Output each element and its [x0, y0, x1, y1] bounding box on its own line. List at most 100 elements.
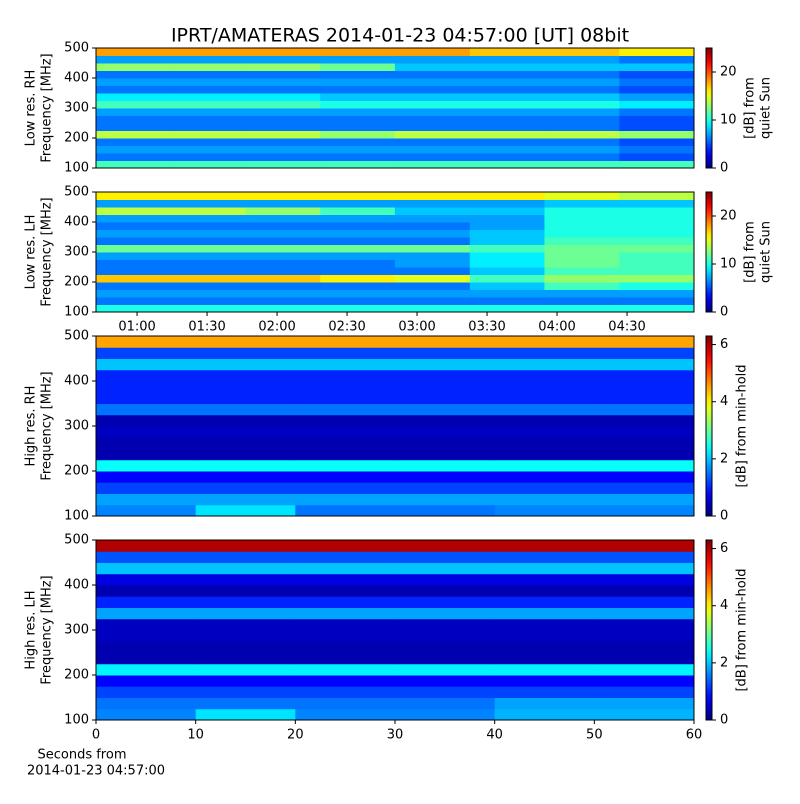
- heatmap-cell: [245, 222, 321, 230]
- heatmap-cell: [195, 551, 296, 563]
- heatmap-cell: [469, 85, 545, 94]
- heatmap-cell: [594, 493, 695, 506]
- heatmap-cell: [619, 55, 695, 64]
- heatmap-cell: [170, 304, 247, 313]
- heatmap-cell: [195, 596, 296, 608]
- colorbar-tick-label: 20: [720, 65, 737, 80]
- heatmap-cell: [594, 414, 695, 427]
- heatmap-cell: [544, 252, 620, 260]
- heatmap-cell: [469, 214, 545, 223]
- heatmap-cell: [245, 192, 321, 200]
- heatmap-cell: [245, 297, 321, 305]
- colorbar-tick-label: 2: [720, 655, 728, 670]
- heatmap-cell: [619, 259, 695, 268]
- heatmap-cell: [544, 259, 620, 268]
- y-axis-label: High res. LH: [24, 590, 39, 669]
- heatmap-cell: [594, 585, 695, 597]
- heatmap-cell: [245, 93, 321, 101]
- heatmap-cell: [395, 697, 496, 710]
- heatmap-cell: [96, 618, 197, 631]
- heatmap-cell: [170, 130, 247, 139]
- heatmap-cell: [619, 138, 695, 146]
- heatmap-cell: [469, 93, 545, 101]
- heatmap-cell: [96, 596, 197, 608]
- heatmap-cell: [394, 297, 471, 305]
- heatmap-cell: [320, 207, 396, 215]
- heatmap-cell: [320, 48, 396, 56]
- heatmap-cell: [96, 244, 172, 253]
- heatmap-cell: [96, 192, 172, 200]
- y-tick-label: 100: [64, 713, 89, 728]
- heatmap-cell: [494, 551, 595, 563]
- heatmap-cell: [170, 282, 247, 290]
- x-tick-label: 03:30: [468, 320, 505, 335]
- heatmap-cell: [245, 78, 321, 86]
- heatmap-cell: [544, 48, 620, 56]
- heatmap-cell: [394, 207, 471, 215]
- heatmap-cell: [245, 244, 321, 253]
- heatmap-cell: [494, 482, 595, 494]
- heatmap-cell: [295, 504, 396, 517]
- heatmap-cell: [195, 663, 296, 676]
- heatmap-cell: [395, 381, 496, 393]
- heatmap-cell: [96, 585, 197, 597]
- heatmap-cell: [295, 381, 396, 393]
- chart-title: IPRT/AMATERAS 2014-01-23 04:57:00 [UT] 0…: [171, 25, 629, 47]
- heatmap-cell: [195, 562, 296, 575]
- heatmap-cell: [96, 392, 197, 404]
- heatmap-cell: [394, 70, 471, 79]
- heatmap-cell: [320, 282, 396, 290]
- heatmap-cell: [619, 207, 695, 215]
- heatmap-cell: [619, 237, 695, 245]
- heatmap-cell: [320, 85, 396, 94]
- heatmap-cell: [320, 100, 396, 109]
- heatmap-cell: [295, 347, 396, 359]
- heatmap-cell: [245, 100, 321, 109]
- heatmap-cell: [96, 304, 172, 313]
- heatmap-cell: [96, 229, 172, 238]
- heatmap-cell: [96, 145, 172, 154]
- heatmap-cell: [245, 108, 321, 116]
- heatmap-cell: [469, 153, 545, 161]
- x-tick-label: 60: [686, 728, 703, 743]
- heatmap-cell: [295, 369, 396, 382]
- heatmap-cell: [170, 297, 247, 305]
- heatmap-cell: [195, 381, 296, 393]
- heatmap-cell: [320, 222, 396, 230]
- y-tick-label: 300: [64, 623, 89, 638]
- heatmap-cell: [320, 130, 396, 139]
- heatmap-cell: [544, 130, 620, 139]
- heatmap-cell: [96, 369, 197, 382]
- heatmap-cell: [96, 214, 172, 223]
- heatmap-cell: [494, 459, 595, 472]
- heatmap-cell: [544, 214, 620, 223]
- heatmap-cell: [96, 493, 197, 506]
- heatmap-cell: [320, 297, 396, 305]
- heatmap-cell: [619, 85, 695, 94]
- heatmap-cell: [96, 540, 197, 552]
- colorbar-tick-label: 20: [720, 209, 737, 224]
- heatmap-cell: [619, 289, 695, 298]
- heatmap-cell: [594, 697, 695, 710]
- heatmap-cell: [395, 686, 496, 698]
- heatmap-cell: [245, 63, 321, 71]
- heatmap-cell: [170, 123, 247, 131]
- heatmap-cell: [96, 562, 197, 575]
- heatmap-cell: [295, 459, 396, 472]
- heatmap-cell: [96, 297, 172, 305]
- y-axis-label: Low res. RH: [24, 70, 39, 147]
- heatmap-cell: [195, 708, 296, 721]
- heatmap-cell: [96, 652, 197, 665]
- heatmap-cell: [170, 214, 247, 223]
- heatmap-cell: [295, 482, 396, 494]
- heatmap-cell: [245, 85, 321, 94]
- heatmap-cell: [320, 252, 396, 260]
- heatmap-cell: [195, 347, 296, 359]
- heatmap-cell: [320, 145, 396, 154]
- heatmap-cell: [170, 70, 247, 79]
- heatmap-cell: [295, 573, 396, 586]
- heatmap-cell: [544, 274, 620, 283]
- y-tick-label: 500: [64, 533, 89, 548]
- heatmap-cell: [320, 237, 396, 245]
- heatmap-cell: [469, 289, 545, 298]
